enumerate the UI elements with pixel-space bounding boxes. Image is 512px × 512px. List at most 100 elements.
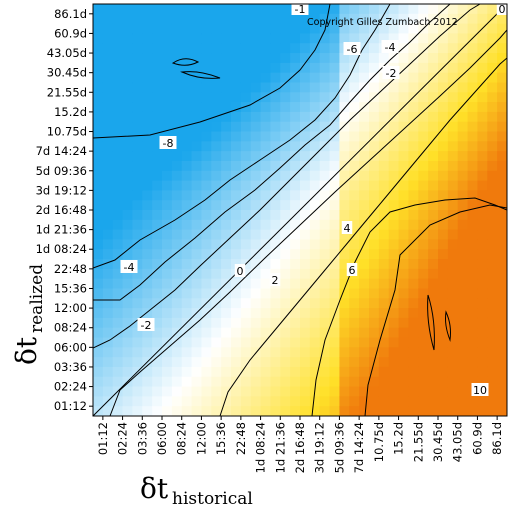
heatmap-cell [240, 92, 252, 103]
heatmap-cell [152, 376, 163, 388]
heatmap-cell [290, 278, 301, 290]
heatmap-cell [408, 210, 419, 221]
heatmap-cell [477, 396, 488, 407]
heatmap-cell [359, 308, 370, 319]
heatmap-cell [349, 357, 360, 368]
heatmap-cell [329, 337, 341, 348]
heatmap-cell [152, 278, 163, 290]
heatmap-cell [408, 13, 419, 25]
y-tick-label: 02:24 [54, 380, 87, 394]
heatmap-cell [221, 298, 232, 309]
heatmap-cell [487, 308, 498, 319]
heatmap-cell [211, 337, 222, 348]
heatmap-cell [339, 337, 350, 348]
heatmap-cell [132, 4, 143, 15]
heatmap-cell [359, 376, 370, 388]
contour-label: 0 [496, 2, 508, 16]
heatmap-cell [487, 62, 498, 74]
heatmap-cell [152, 180, 163, 191]
heatmap-cell [201, 327, 212, 339]
heatmap-cell [221, 288, 232, 299]
heatmap-cell [270, 170, 281, 182]
heatmap-cell [467, 317, 479, 329]
heatmap-cell [497, 298, 507, 309]
x-tick-label: 7d 14:24 [352, 422, 366, 473]
contour-label-text: 6 [349, 264, 356, 277]
heatmap-cell [418, 180, 429, 191]
x-tick-label: 5d 09:36 [332, 422, 346, 473]
heatmap-cell [319, 249, 331, 260]
heatmap-cell [349, 337, 360, 348]
heatmap-cell [408, 406, 419, 416]
heatmap-cell [428, 239, 439, 250]
heatmap-cell [290, 151, 301, 162]
heatmap-cell [398, 210, 410, 221]
heatmap-cell [102, 43, 114, 54]
heatmap-cell [240, 210, 252, 221]
heatmap-cell [132, 33, 143, 44]
heatmap-cell [221, 72, 232, 84]
heatmap-cell [93, 102, 104, 113]
heatmap-cell [93, 151, 104, 162]
heatmap-cell [447, 376, 459, 388]
heatmap-cell [428, 160, 439, 172]
heatmap-cell [339, 82, 350, 93]
heatmap-cell [181, 180, 193, 191]
heatmap-cell [152, 210, 163, 221]
heatmap-cell [270, 141, 281, 152]
heatmap-cell [250, 239, 262, 250]
heatmap-cell [309, 337, 321, 348]
heatmap-cell [487, 376, 498, 388]
heatmap-cell [329, 396, 341, 407]
heatmap-cell [438, 278, 449, 290]
heatmap-cell [447, 23, 459, 35]
heatmap-cell [93, 337, 104, 348]
heatmap-cell [447, 43, 459, 54]
heatmap-cell [260, 376, 272, 388]
heatmap-cell [319, 259, 331, 270]
heatmap-cell [290, 347, 301, 358]
heatmap-cell [487, 151, 498, 162]
heatmap-cell [240, 396, 252, 407]
heatmap-cell [369, 141, 380, 152]
heatmap-cell [181, 249, 193, 260]
heatmap-cell [398, 357, 410, 368]
heatmap-cell [418, 298, 429, 309]
heatmap-cell [112, 229, 124, 241]
heatmap-cell [211, 278, 222, 290]
heatmap-cell [339, 239, 350, 250]
heatmap-cell [122, 33, 134, 44]
heatmap-cell [428, 219, 439, 231]
heatmap-cell [447, 337, 459, 348]
heatmap-cell [171, 317, 183, 329]
x-axis-title-main: δt [140, 472, 169, 505]
heatmap-cell [171, 200, 183, 211]
heatmap-cell [260, 92, 272, 103]
heatmap-cell [438, 386, 449, 397]
heatmap-cell [497, 308, 507, 319]
heatmap-cell [231, 357, 242, 368]
heatmap-cell [280, 268, 291, 280]
heatmap-cell [211, 92, 222, 103]
heatmap-cell [428, 288, 439, 299]
heatmap-cell [477, 160, 488, 172]
heatmap-cell [329, 200, 341, 211]
heatmap-cell [221, 111, 232, 123]
heatmap-cell [270, 347, 281, 358]
heatmap-cell [152, 308, 163, 319]
heatmap-cell [388, 53, 400, 64]
heatmap-cell [487, 347, 498, 358]
heatmap-cell [112, 239, 124, 250]
heatmap-cell [231, 288, 242, 299]
heatmap-cell [93, 357, 104, 368]
heatmap-cell [221, 160, 232, 172]
heatmap-cell [221, 121, 232, 133]
heatmap-cell [181, 268, 193, 280]
heatmap-cell [201, 366, 212, 378]
heatmap-cell [231, 239, 242, 250]
heatmap-cell [398, 239, 410, 250]
heatmap-cell [162, 288, 173, 299]
heatmap-cell [250, 200, 262, 211]
heatmap-cell [408, 170, 419, 182]
heatmap-cell [369, 62, 380, 74]
